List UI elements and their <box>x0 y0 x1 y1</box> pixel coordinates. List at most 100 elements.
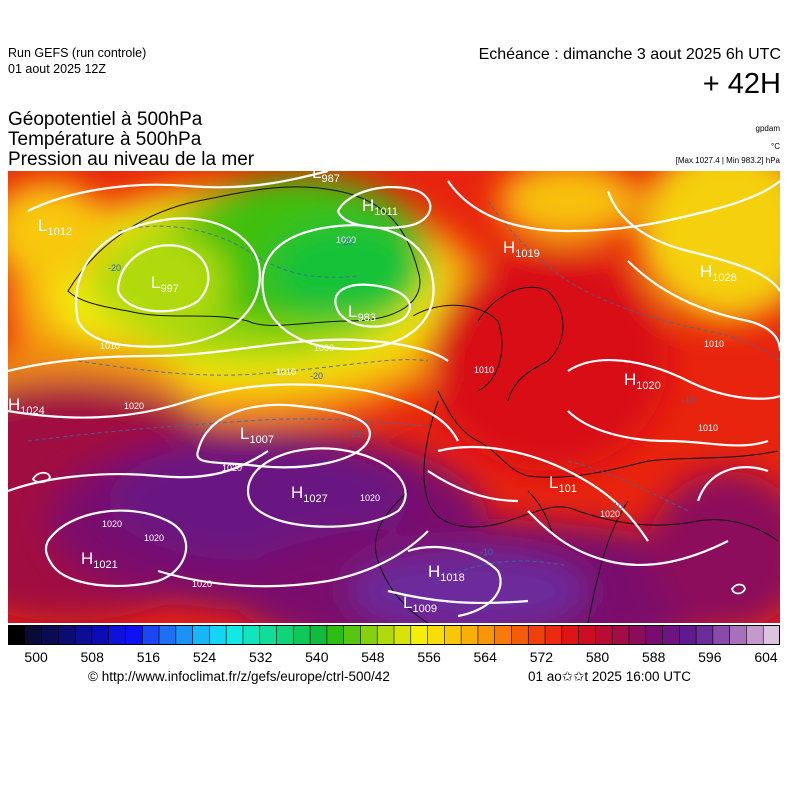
colorbar-cell <box>74 625 93 645</box>
pressure-center-value: 997 <box>160 283 178 295</box>
pressure-center-type: H <box>428 562 440 581</box>
weather-map: 1010 1000 1000 1010 1020 1020 1020 1020 1020 1020… <box>8 171 780 623</box>
pressure-center: L997 <box>151 273 179 295</box>
colorbar-cell <box>91 625 110 645</box>
colorbar-cell <box>494 625 513 645</box>
colorbar-tick-label: 500 <box>24 649 48 665</box>
forecast-hour: + 42H <box>702 68 781 100</box>
colorbar-cell <box>645 625 664 645</box>
isobar-label: 1020 <box>124 401 144 411</box>
pressure-center-value: 1011 <box>374 206 398 218</box>
colorbar-cell <box>393 625 412 645</box>
colorbar-cell <box>41 625 60 645</box>
colorbar-cell <box>343 625 362 645</box>
pressure-center-type: L <box>403 593 412 612</box>
run-date: 01 aout 2025 12Z <box>8 62 106 76</box>
pressure-center-value: 1021 <box>93 559 117 571</box>
colorbar-cell <box>58 625 76 645</box>
pressure-center: L1012 <box>38 216 72 238</box>
pressure-center: L101 <box>549 473 577 495</box>
parameter-mslp: Pression au niveau de la mer <box>8 149 255 170</box>
pressure-center: L1007 <box>240 424 274 446</box>
pressure-center-value: 987 <box>321 173 339 185</box>
pressure-center-value: 1018 <box>440 572 464 584</box>
colorbar-tick-label: 596 <box>698 649 722 665</box>
colorbar-cell <box>360 625 378 645</box>
isotherm-label: -10 <box>480 547 493 557</box>
pressure-center-value: 1019 <box>515 248 539 260</box>
colorbar-tick-label: 516 <box>136 649 161 665</box>
pressure-center: L987 <box>312 171 340 185</box>
parameter-geopotential: Géopotentiel à 500hPa <box>8 109 203 130</box>
pressure-center-type: H <box>700 262 712 281</box>
pressure-center-type: L <box>151 273 160 292</box>
colorbar-tick-label: 548 <box>361 649 385 665</box>
pressure-center-value: 1012 <box>47 226 71 238</box>
colorbar-ticks: 500 508 516 524 532 540 548 556 564 572 580 588 596 6… <box>8 649 780 667</box>
isobar-label: 1020 <box>144 533 164 543</box>
colorbar-tick-label: 604 <box>754 649 778 665</box>
pressure-center-type: H <box>8 395 20 414</box>
pressure-center: L1009 <box>403 593 437 615</box>
pressure-center: H1020 <box>624 370 661 392</box>
pressure-center: H1024 <box>8 395 45 417</box>
pressure-center: H1028 <box>700 262 737 284</box>
colorbar-cell <box>225 625 244 645</box>
colorbar-cell <box>729 625 748 645</box>
colorbar-cell <box>209 625 227 645</box>
isobar-label: 1020 <box>600 509 620 519</box>
colorbar-cell <box>511 625 529 645</box>
pressure-center: H1018 <box>428 562 465 584</box>
pressure-center-type: L <box>240 424 249 443</box>
pressure-center: H1021 <box>81 549 118 571</box>
unit-temperature: °C <box>771 142 780 151</box>
unit-geopotential: gpdam <box>755 124 780 133</box>
pressure-center-value: 1028 <box>712 272 736 284</box>
pressure-center-type: L <box>549 473 558 492</box>
pressure-center-value: 1009 <box>412 603 436 615</box>
isobar-label: 1020 <box>222 463 242 473</box>
isobar-label: 1010 <box>276 367 296 377</box>
isobar-label: 1020 <box>360 493 380 503</box>
colorbar-tick-label: 572 <box>529 649 554 665</box>
colorbar-cell <box>242 625 261 645</box>
pressure-center: H1011 <box>362 196 398 218</box>
colorbar-cell <box>292 625 311 645</box>
pressure-center-type: L <box>38 216 47 235</box>
colorbar-cell <box>24 625 43 645</box>
colorbar-cell <box>712 625 731 645</box>
colorbar-cell <box>444 625 462 645</box>
colorbar-cell <box>527 625 546 645</box>
isobar-label: 1000 <box>314 343 334 353</box>
colorbar-cell <box>309 625 328 645</box>
colorbar-cell <box>762 625 780 645</box>
isobar-label: 1020 <box>102 519 122 529</box>
colorbar-cell <box>158 625 177 645</box>
isobar-label: 1010 <box>474 365 494 375</box>
isobar-label: 1010 <box>698 423 718 433</box>
pressure-center-value: 1007 <box>249 434 273 446</box>
colorbar-tick-label: 588 <box>642 649 666 665</box>
colorbar-cell <box>695 625 714 645</box>
pressure-center-type: H <box>81 549 93 568</box>
pressure-center: L983 <box>348 302 376 324</box>
colorbar-cell <box>125 625 143 645</box>
isotherm-label: -20 <box>310 371 323 381</box>
colorbar-tick-label: 532 <box>249 649 273 665</box>
source-url[interactable]: © http://www.infoclimat.fr/z/gefs/europe… <box>88 669 390 684</box>
colorbar-cell <box>578 625 597 645</box>
pressure-center-value: 1027 <box>303 493 327 505</box>
colorbar-tick-label: 564 <box>473 649 497 665</box>
colorbar-tick-label: 524 <box>192 649 217 665</box>
colorbar-cell <box>259 625 278 645</box>
colorbar <box>8 625 780 645</box>
isotherm-label: -20 <box>340 237 353 247</box>
colorbar-cell <box>108 625 127 645</box>
colorbar-cell <box>410 625 429 645</box>
colorbar-cell <box>175 625 194 645</box>
colorbar-cell <box>561 625 580 645</box>
pressure-center-type: H <box>362 196 374 215</box>
isotherm-label: -10 <box>682 395 695 405</box>
isobar-label: 1000 <box>336 235 356 245</box>
colorbar-cell <box>477 625 496 645</box>
